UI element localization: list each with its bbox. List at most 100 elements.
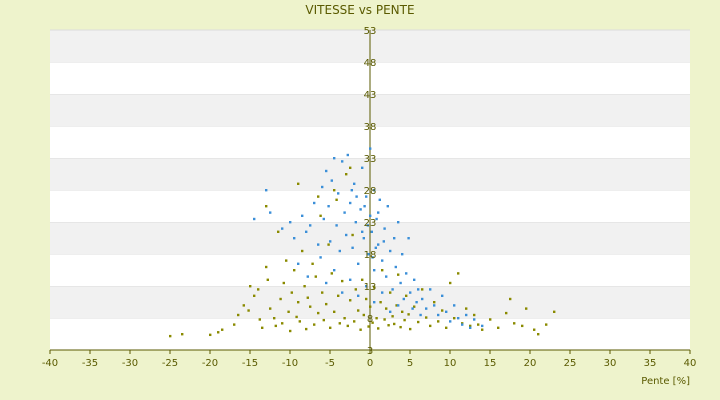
x-tick-label: -35 [82, 358, 98, 369]
y-tick-label: 8 [367, 314, 373, 325]
data-point [449, 320, 452, 323]
data-point [338, 249, 341, 253]
data-point [505, 311, 508, 315]
x-axis-label: Pente [%] [641, 376, 690, 387]
y-tick-label: 33 [364, 154, 377, 165]
data-point [371, 256, 374, 259]
x-tick-label: 20 [524, 358, 537, 369]
data-point [509, 297, 512, 301]
x-tick-label: 25 [564, 358, 577, 369]
x-tick-label: 35 [644, 358, 657, 369]
data-point [397, 221, 400, 224]
data-point [361, 230, 364, 233]
data-point [377, 211, 380, 214]
data-point [465, 313, 468, 317]
data-point [395, 304, 398, 307]
data-point [253, 294, 256, 297]
data-point [281, 322, 284, 325]
data-point [371, 321, 374, 324]
data-point [405, 272, 408, 275]
data-point [354, 221, 357, 224]
data-point [317, 311, 320, 315]
data-point [265, 189, 268, 192]
data-point [465, 307, 468, 310]
data-point [373, 269, 376, 272]
data-point [357, 309, 360, 312]
data-point [353, 320, 356, 323]
data-point [242, 304, 245, 307]
data-point [389, 249, 392, 253]
data-point [303, 285, 306, 288]
data-point [393, 237, 396, 240]
data-point [345, 233, 348, 237]
data-point [411, 307, 414, 310]
x-tick-label: 5 [407, 358, 413, 369]
data-point [265, 205, 268, 208]
data-point [329, 240, 332, 243]
x-tick-label: -10 [282, 358, 298, 369]
data-point [319, 214, 322, 217]
x-tick-label: -15 [242, 358, 258, 369]
data-point [387, 324, 390, 327]
data-point [377, 327, 380, 330]
data-point [545, 323, 548, 326]
data-point [359, 208, 362, 211]
data-point [279, 297, 282, 301]
data-point [407, 237, 410, 240]
data-point [341, 160, 344, 163]
data-point [401, 253, 404, 256]
data-point [282, 281, 285, 285]
data-point [293, 269, 296, 272]
data-point [366, 224, 369, 227]
data-point [265, 265, 268, 269]
data-point [217, 331, 220, 334]
x-tick-label: -40 [42, 358, 58, 369]
data-point [351, 233, 354, 237]
data-point [369, 147, 372, 150]
data-point [237, 313, 240, 317]
data-point [385, 275, 388, 278]
data-point [457, 272, 460, 275]
y-tick-label: 53 [364, 26, 377, 37]
data-point [377, 243, 380, 246]
data-point [325, 281, 328, 285]
data-point [357, 294, 360, 297]
data-point [365, 195, 368, 198]
data-point [381, 259, 384, 262]
data-point [253, 217, 256, 221]
data-point [367, 253, 370, 256]
data-point [309, 305, 312, 308]
data-point [425, 307, 428, 310]
data-point [335, 224, 338, 227]
data-point [469, 326, 472, 329]
data-point [402, 297, 405, 301]
data-point [425, 316, 428, 319]
data-point [321, 291, 324, 294]
data-point [362, 237, 365, 240]
data-point [365, 297, 368, 301]
data-point [417, 288, 420, 291]
data-point [399, 281, 402, 285]
data-point [389, 291, 392, 294]
x-tick-label: -25 [162, 358, 178, 369]
data-point [497, 326, 500, 329]
y-tick-label: 18 [364, 250, 377, 261]
data-point [373, 286, 376, 289]
data-point [413, 305, 416, 308]
data-point [361, 278, 364, 281]
data-point [397, 273, 400, 276]
data-point [437, 313, 440, 317]
data-point [417, 320, 420, 324]
data-point [369, 214, 372, 217]
data-point [346, 324, 349, 328]
data-point [477, 323, 480, 326]
data-point [295, 315, 298, 319]
data-point [289, 329, 292, 333]
x-tick-label: 30 [604, 358, 617, 369]
data-point [429, 324, 432, 328]
data-point [397, 304, 400, 307]
data-point [309, 224, 312, 227]
data-point [421, 297, 424, 301]
data-point [298, 320, 301, 323]
